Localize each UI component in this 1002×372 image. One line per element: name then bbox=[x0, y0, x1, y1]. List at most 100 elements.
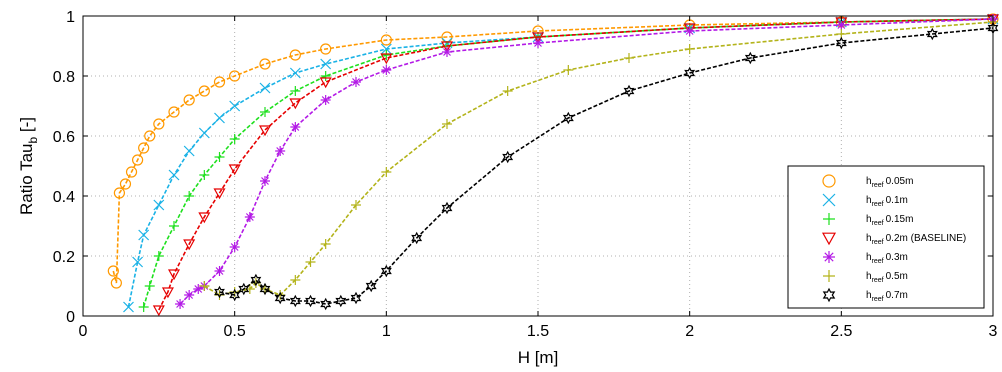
data-point bbox=[169, 221, 179, 231]
y-axis-label-suffix: [-] bbox=[17, 117, 36, 137]
data-point bbox=[320, 58, 332, 70]
legend-label: 0.15m bbox=[886, 214, 914, 225]
data-point bbox=[132, 154, 144, 166]
data-point bbox=[213, 76, 226, 88]
data-point bbox=[684, 44, 695, 54]
data-point bbox=[320, 95, 331, 105]
data-point bbox=[381, 65, 392, 75]
series-0 bbox=[107, 13, 999, 289]
data-point bbox=[563, 65, 574, 75]
legend-entry: hreef 0.3m bbox=[866, 252, 908, 265]
data-point bbox=[138, 142, 150, 154]
series-6 bbox=[214, 21, 999, 311]
data-point bbox=[259, 282, 271, 296]
data-point bbox=[836, 20, 847, 30]
series-5 bbox=[199, 17, 998, 300]
data-point bbox=[183, 145, 195, 157]
data-point bbox=[199, 170, 210, 180]
data-point bbox=[380, 34, 392, 46]
data-point bbox=[305, 294, 316, 308]
data-point bbox=[440, 41, 454, 53]
legend-sub: reef bbox=[872, 277, 884, 284]
legend-entry: hreef 0.05m bbox=[866, 176, 913, 189]
data-point bbox=[290, 86, 301, 96]
data-point bbox=[259, 58, 271, 70]
data-point bbox=[153, 118, 165, 130]
x-tick-label: 2.5 bbox=[830, 323, 852, 340]
series-line-3 bbox=[158, 18, 994, 311]
legend-label: 0.5m bbox=[886, 271, 908, 282]
legend-prefix: h bbox=[866, 252, 872, 263]
data-point bbox=[214, 112, 225, 124]
data-point bbox=[175, 299, 186, 309]
legend-label: 0.7m bbox=[886, 290, 908, 301]
data-point bbox=[199, 281, 210, 291]
data-point bbox=[213, 188, 226, 200]
data-point bbox=[168, 106, 180, 118]
data-point bbox=[125, 166, 138, 178]
axis-ticks: 0 0.5 1 1.5 2 2.5 3 0 0.2 0.4 0.6 0.8 1 bbox=[53, 9, 998, 340]
data-point bbox=[320, 71, 331, 81]
legend-marker bbox=[822, 174, 836, 188]
data-point bbox=[350, 291, 362, 305]
legend-prefix: h bbox=[866, 195, 872, 206]
data-point bbox=[229, 134, 240, 144]
x-tick-label: 3 bbox=[989, 323, 998, 340]
data-point bbox=[351, 200, 361, 210]
legend-marker bbox=[823, 251, 835, 263]
data-point bbox=[502, 86, 513, 96]
data-point bbox=[381, 167, 392, 177]
legend-prefix: h bbox=[866, 176, 872, 187]
y-tick-label: 1 bbox=[66, 9, 75, 26]
legend-entry: hreef 0.2m (BASELINE) bbox=[866, 233, 966, 246]
legend-entry: hreef 0.7m bbox=[866, 290, 908, 303]
data-point bbox=[167, 269, 181, 281]
data-point bbox=[161, 287, 174, 299]
data-point bbox=[623, 84, 635, 98]
data-point bbox=[381, 50, 392, 60]
y-tick-label: 0.6 bbox=[53, 129, 75, 146]
data-point bbox=[441, 201, 453, 215]
y-tick-label: 0.8 bbox=[53, 69, 75, 86]
data-point bbox=[214, 285, 225, 299]
data-point bbox=[229, 288, 241, 302]
data-point bbox=[380, 264, 392, 278]
data-point bbox=[365, 279, 377, 293]
legend-label: 0.1m bbox=[886, 195, 908, 206]
data-point bbox=[132, 256, 144, 268]
data-point bbox=[290, 122, 301, 132]
data-point bbox=[214, 266, 225, 276]
legend-sub: reef bbox=[872, 182, 884, 189]
data-point bbox=[138, 229, 150, 241]
data-point bbox=[502, 150, 514, 164]
y-tick-label: 0.2 bbox=[53, 249, 75, 266]
data-point bbox=[144, 281, 155, 291]
data-point bbox=[229, 70, 241, 82]
legend-sub: reef bbox=[872, 201, 884, 208]
data-point bbox=[183, 239, 196, 251]
x-tick-label: 0 bbox=[79, 323, 88, 340]
legend-marker bbox=[821, 232, 837, 246]
data-point bbox=[835, 36, 847, 50]
data-point bbox=[562, 111, 574, 125]
data-point bbox=[184, 191, 195, 201]
data-point bbox=[168, 169, 180, 181]
data-point bbox=[335, 294, 347, 308]
y-axis-label-main: Ratio Tau bbox=[17, 144, 36, 216]
data-point bbox=[153, 199, 165, 211]
legend-marker bbox=[823, 213, 835, 225]
data-point bbox=[238, 282, 250, 296]
data-point bbox=[214, 152, 225, 162]
data-point bbox=[113, 187, 126, 199]
data-point bbox=[319, 77, 332, 89]
data-point bbox=[198, 212, 211, 224]
legend-prefix: h bbox=[866, 214, 872, 225]
data-point bbox=[533, 38, 543, 48]
x-axis-label: H [m] bbox=[518, 348, 559, 367]
y-axis-label-sub: b bbox=[26, 137, 40, 144]
data-point bbox=[684, 66, 696, 80]
data-point bbox=[442, 119, 452, 129]
data-point bbox=[183, 94, 195, 106]
legend-label: 0.2m (BASELINE) bbox=[886, 233, 967, 244]
